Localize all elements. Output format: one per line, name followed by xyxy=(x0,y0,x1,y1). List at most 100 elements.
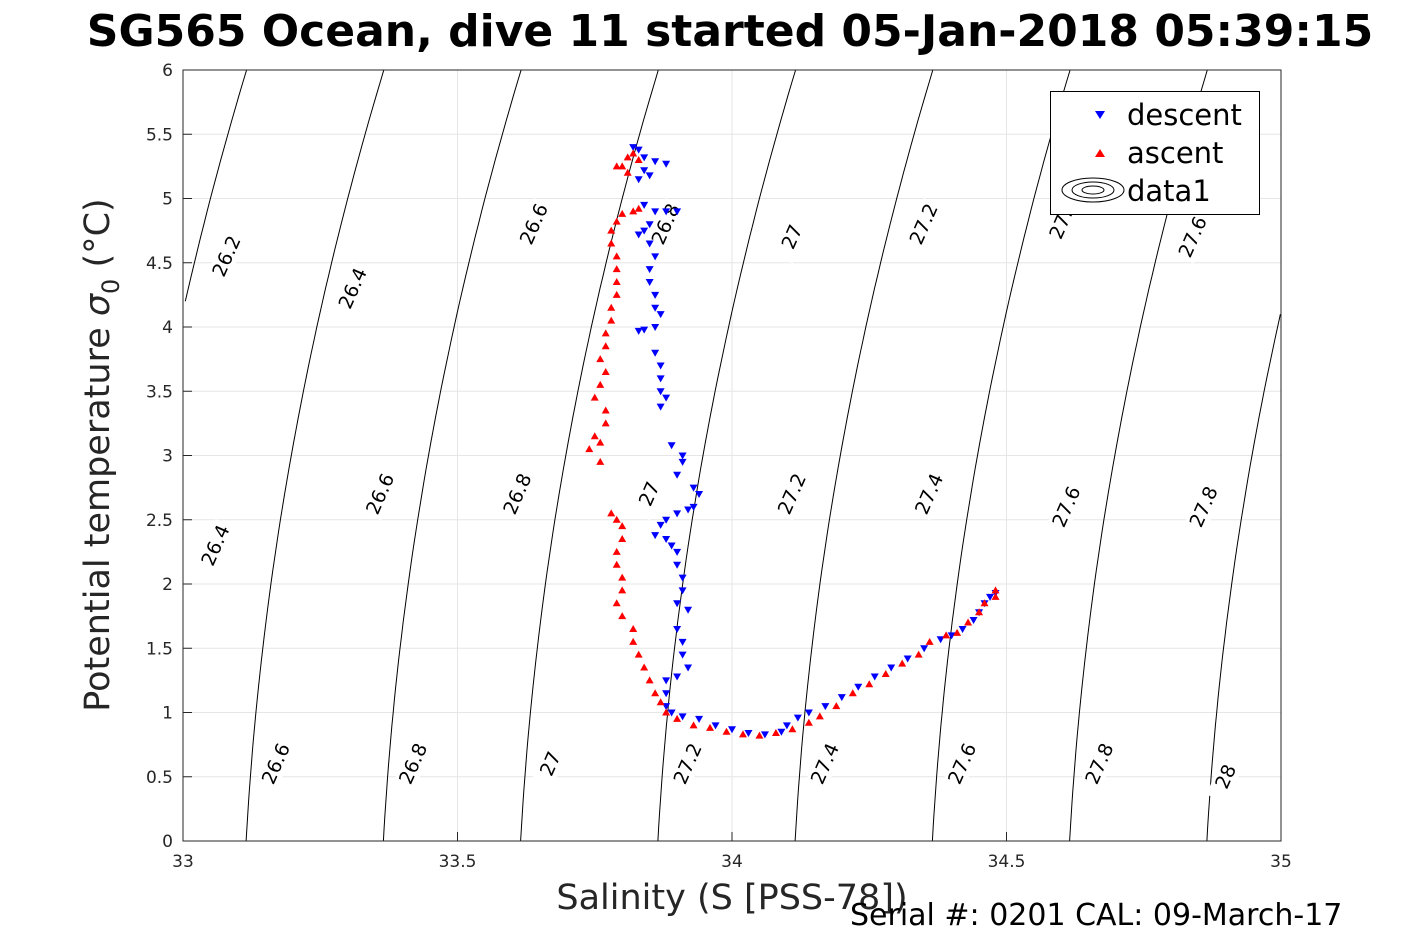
ascent-point xyxy=(629,624,638,632)
serial-calibration-note: Serial #: 0201 CAL: 09-March-17 xyxy=(850,898,1343,933)
contour-line-27 xyxy=(520,69,659,842)
descent-point xyxy=(640,154,649,162)
descent-point xyxy=(782,722,791,730)
descent-point xyxy=(744,730,753,738)
legend: descent ascent data1 xyxy=(1050,91,1260,215)
y-tick-label: 4.5 xyxy=(146,254,173,274)
descent-point xyxy=(662,516,671,524)
ascent-point xyxy=(629,207,638,215)
descent-point xyxy=(673,673,682,681)
descent-point xyxy=(651,158,660,166)
descent-point xyxy=(678,574,687,582)
descent-point xyxy=(684,664,693,672)
ascent-point xyxy=(848,689,857,697)
descent-point xyxy=(684,606,693,614)
descent-point xyxy=(986,593,995,601)
ascent-point xyxy=(612,290,621,298)
descent-point xyxy=(711,722,720,730)
ascent-point xyxy=(629,149,638,157)
contour-label-bg xyxy=(393,737,434,791)
descent-point xyxy=(678,587,687,595)
descent-point xyxy=(651,253,660,261)
triangle-up-icon xyxy=(1095,149,1105,157)
descent-point xyxy=(678,651,687,659)
descent-point xyxy=(656,311,665,319)
ascent-point xyxy=(925,637,934,645)
ascent-point xyxy=(755,731,764,739)
contour-label-bg xyxy=(196,519,236,572)
descent-point xyxy=(969,616,978,624)
descent-point xyxy=(662,208,671,216)
descent-point xyxy=(651,532,660,540)
descent-point xyxy=(678,458,687,466)
ascent-point xyxy=(590,393,599,401)
descent-point xyxy=(662,394,671,402)
descent-point xyxy=(667,709,676,717)
descent-point xyxy=(870,673,879,681)
descent-point xyxy=(645,240,654,248)
ascent-point xyxy=(706,723,715,731)
y-tick-label: 0.5 xyxy=(146,768,173,788)
ascent-point xyxy=(898,659,907,667)
contour-label-bg xyxy=(668,737,708,791)
contour-label-bg xyxy=(256,737,297,791)
x-tick-label: 34.5 xyxy=(988,852,1026,872)
descent-point xyxy=(760,731,769,739)
x-tick-label: 33 xyxy=(172,852,194,872)
ascent-point xyxy=(596,438,605,446)
descent-point xyxy=(656,403,665,411)
ascent-series xyxy=(585,149,1000,739)
legend-label-descent: descent xyxy=(1127,98,1242,132)
descent-point xyxy=(629,144,638,152)
ascent-point xyxy=(991,586,1000,594)
x-axis-label: Salinity (S [PSS-78]) xyxy=(556,878,908,918)
ascent-point xyxy=(964,618,973,626)
ascent-point xyxy=(975,608,984,616)
contour-label-bg xyxy=(514,197,555,251)
ascent-point xyxy=(607,509,616,517)
descent-point xyxy=(673,208,682,216)
y-tick-label: 4 xyxy=(162,318,173,338)
ascent-point xyxy=(771,729,780,737)
descent-point xyxy=(673,625,682,633)
ascent-point xyxy=(612,599,621,607)
contour-line-26-8 xyxy=(382,69,522,842)
ascent-point xyxy=(815,712,824,720)
ascent-point xyxy=(722,727,731,735)
ascent-point xyxy=(634,155,643,163)
descent-point xyxy=(887,664,896,672)
descent-series xyxy=(629,144,1000,739)
descent-point xyxy=(656,521,665,529)
density-contours xyxy=(184,69,1281,842)
descent-point xyxy=(958,625,967,633)
ascent-point xyxy=(612,217,621,225)
ascent-point xyxy=(607,316,616,324)
descent-point xyxy=(695,491,704,499)
contour-icon xyxy=(1061,177,1125,203)
ascent-point xyxy=(612,515,621,523)
ascent-point xyxy=(601,367,610,375)
descent-point xyxy=(634,176,643,184)
ascent-point xyxy=(612,162,621,170)
contour-line-27-4 xyxy=(794,69,934,842)
ascent-point xyxy=(612,265,621,273)
descent-point xyxy=(656,388,665,396)
descent-point xyxy=(667,442,676,450)
contour-label-bg xyxy=(531,737,571,791)
contour-label-bg xyxy=(360,467,401,521)
y-axis-ticks: 0 0.5 1 1.5 2 2.5 3 3.5 4 4.5 5 5.5 6 xyxy=(146,61,192,852)
ascent-point xyxy=(612,547,621,555)
ascent-point xyxy=(618,586,627,594)
legend-label-data1: data1 xyxy=(1127,174,1211,208)
y-tick-label: 2.5 xyxy=(146,511,173,531)
y-tick-label: 3 xyxy=(162,447,173,467)
descent-point xyxy=(640,227,649,235)
contour-label-bg xyxy=(772,467,813,521)
ascent-point xyxy=(656,698,665,706)
contour-label-bg xyxy=(772,210,813,264)
descent-point xyxy=(662,690,671,698)
ascent-point xyxy=(645,676,654,684)
y-tick-label: 0 xyxy=(162,832,173,852)
y-tick-label: 3.5 xyxy=(146,382,173,402)
legend-item-ascent: ascent xyxy=(1051,134,1259,170)
